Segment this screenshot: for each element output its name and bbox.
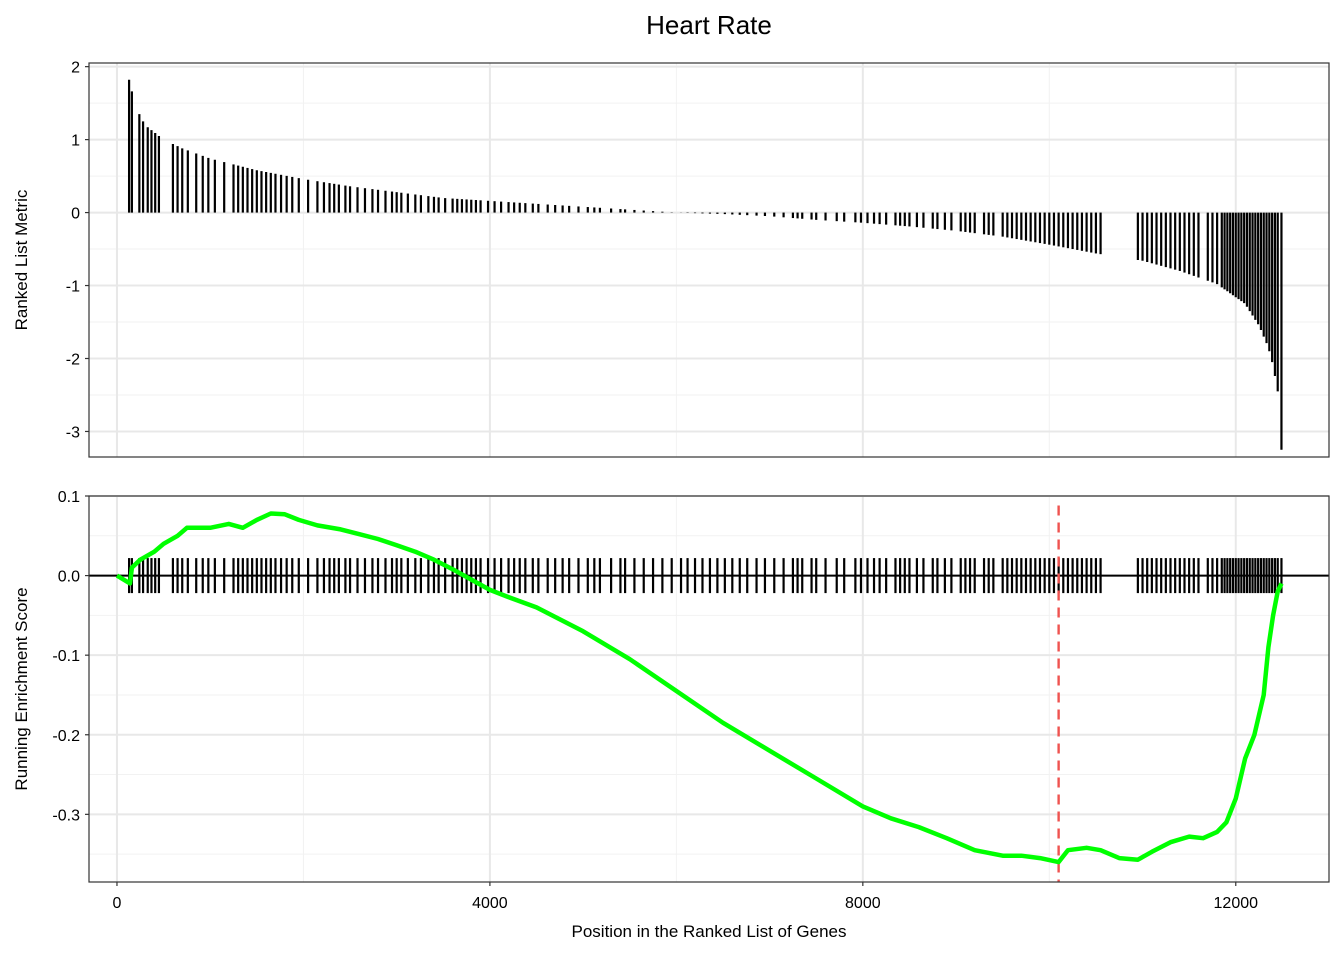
ranked-metric-frame	[88, 62, 1330, 458]
x-tick-label: 4000	[472, 895, 508, 912]
y-tick-label: 0	[71, 206, 80, 223]
running-enrichment-curve	[115, 511, 1284, 865]
enrichment-score-y-axis: 0.1 0.0 -0.1 -0.2 -0.3	[52, 489, 89, 824]
y-tick-label: 1	[71, 133, 80, 150]
y-tick-label: 2	[71, 60, 80, 77]
chart-title: Heart Rate	[646, 10, 772, 40]
enrichment-score-panel: 0.1 0.0 -0.1 -0.2 -0.3 0 4000 8000 12000 Positi…	[12, 489, 1330, 941]
y-tick-label: 0.0	[58, 569, 80, 586]
ranked-metric-y-axis: 2 1 0 -1 -2 -3	[66, 60, 89, 441]
ranked-metric-y-label: Ranked List Metric	[12, 189, 31, 330]
ranked-metric-bars	[127, 79, 1283, 450]
y-tick-label: -0.3	[52, 807, 80, 824]
y-tick-label: -1	[66, 279, 80, 296]
x-tick-label: 12000	[1214, 895, 1259, 912]
x-axis-label: Position in the Ranked List of Genes	[572, 922, 847, 941]
ranked-metric-background	[89, 63, 1329, 457]
x-tick-label: 8000	[845, 895, 881, 912]
y-tick-label: -3	[66, 424, 80, 441]
enrichment-score-y-label: Running Enrichment Score	[12, 587, 31, 790]
y-tick-label: -0.2	[52, 728, 80, 745]
enrichment-score-background	[89, 496, 1329, 882]
enrichment-score-frame	[88, 495, 1330, 883]
y-tick-label: -2	[66, 352, 80, 369]
ranked-metric-grid	[89, 63, 1329, 457]
ranked-metric-panel: 2 1 0 -1 -2 -3 Ranked List Metric	[12, 60, 1330, 458]
y-tick-label: -0.1	[52, 648, 80, 665]
x-tick-label: 0	[113, 895, 122, 912]
enrichment-score-grid	[89, 495, 1329, 882]
y-tick-label: 0.1	[58, 489, 80, 506]
position-x-axis: 0 4000 8000 12000	[113, 882, 1259, 912]
